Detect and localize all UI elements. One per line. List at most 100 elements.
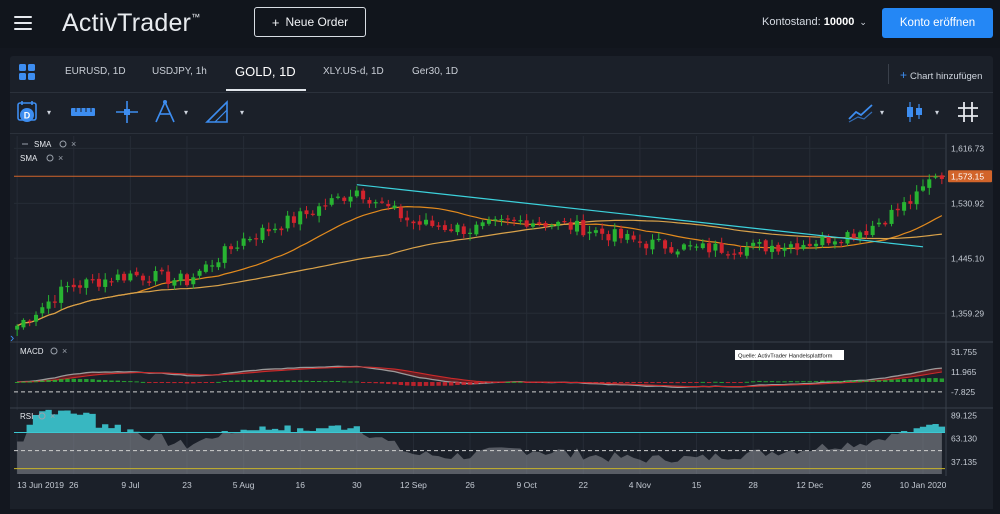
hamburger-menu-icon[interactable] xyxy=(14,16,32,30)
calendar-icon[interactable]: D xyxy=(15,99,41,125)
macd-histogram-bar xyxy=(342,381,347,383)
candle-body xyxy=(46,301,51,309)
chart-area[interactable]: 1,616.73 1,530.92 1,445.10 1,359.29 1,573.15… xyxy=(10,134,993,509)
candle-body xyxy=(600,228,605,234)
candle-body xyxy=(411,221,416,224)
macd-histogram-bar xyxy=(914,378,919,382)
macd-histogram-bar xyxy=(763,381,768,383)
macd-histogram-bar xyxy=(864,380,869,382)
candle-body xyxy=(505,218,510,220)
candle-body xyxy=(914,191,919,205)
candle-body xyxy=(379,201,385,203)
tab-gold[interactable]: GOLD, 1D xyxy=(235,64,296,79)
macd-histogram-bar xyxy=(530,382,536,383)
layout-grid-icon[interactable] xyxy=(19,64,37,82)
macd-histogram-bar xyxy=(744,381,750,383)
candle-body xyxy=(876,222,881,225)
candle-body xyxy=(719,243,724,253)
grid-icon[interactable] xyxy=(955,99,981,125)
sma-label: SMA xyxy=(34,140,52,149)
open-account-button[interactable]: Konto eröffnen xyxy=(882,8,993,38)
candle-body xyxy=(895,208,900,211)
candle-body xyxy=(436,225,441,227)
candle-body xyxy=(342,197,347,201)
candle-body xyxy=(323,205,328,207)
candle-body xyxy=(329,198,334,205)
macd-histogram-bar xyxy=(58,379,64,382)
settings-gear-icon xyxy=(59,140,67,148)
macd-histogram-bar xyxy=(725,382,731,383)
macd-tick-label: -7.825 xyxy=(951,387,975,397)
candle-body xyxy=(587,231,592,234)
candle-body xyxy=(707,243,712,253)
candle-body xyxy=(530,223,535,227)
candle-body xyxy=(474,224,479,235)
x-tick-label: 23 xyxy=(182,480,192,490)
macd-histogram-bar xyxy=(379,382,385,384)
candle-body xyxy=(814,243,819,247)
gold-candlestick-chart[interactable]: 1,616.73 1,530.92 1,445.10 1,359.29 1,573.15… xyxy=(10,134,993,509)
candle-body xyxy=(700,243,705,249)
macd-histogram-bar xyxy=(524,382,529,383)
crosshair-icon[interactable] xyxy=(114,99,140,125)
candle-body xyxy=(298,211,303,225)
candle-body xyxy=(694,246,699,248)
tab-usdjpy[interactable]: USDJPY, 1h xyxy=(152,66,207,77)
new-order-button[interactable]: + Neue Order xyxy=(254,7,366,37)
add-chart-button[interactable]: + Chart hinzufügen xyxy=(900,68,983,82)
candle-body xyxy=(801,244,806,249)
macd-histogram-bar xyxy=(348,381,353,383)
rsi-pane xyxy=(14,409,946,474)
close-icon: × xyxy=(71,139,76,149)
tab-xly[interactable]: XLY.US-d, 1D xyxy=(323,66,384,77)
macd-histogram-bar xyxy=(398,382,404,386)
candle-body xyxy=(732,253,737,255)
chevron-down-icon[interactable]: ▾ xyxy=(880,108,885,117)
macd-histogram-bar xyxy=(700,381,706,383)
chevron-down-icon[interactable]: ▾ xyxy=(47,108,52,117)
macd-histogram-bar xyxy=(115,380,120,382)
candle-body xyxy=(858,232,863,239)
x-tick-label: 4 Nov xyxy=(629,480,652,490)
pitchfork-icon[interactable] xyxy=(152,99,178,125)
macd-histogram-bar xyxy=(46,380,51,382)
tab-eurusd[interactable]: EURUSD, 1D xyxy=(65,66,126,77)
candle-icon[interactable] xyxy=(903,99,925,125)
candle-body xyxy=(832,241,837,245)
macd-histogram-bar xyxy=(90,379,95,382)
candle-body xyxy=(562,221,567,223)
candle-body xyxy=(254,238,259,240)
macd-histogram-bar xyxy=(625,382,630,383)
candle-body xyxy=(373,202,378,204)
settings-gear-icon xyxy=(46,154,54,162)
candle-body xyxy=(84,279,89,288)
rsi-label: RSI xyxy=(20,412,33,421)
candle-body xyxy=(27,320,32,322)
triangle-ruler-icon[interactable] xyxy=(204,99,230,125)
candle-body xyxy=(556,221,561,226)
candle-body xyxy=(392,205,397,209)
macd-histogram-bar xyxy=(637,382,643,383)
candle-body xyxy=(424,219,429,225)
x-tick-label: 22 xyxy=(579,480,589,490)
candle-body xyxy=(310,213,315,215)
line-chart-icon[interactable] xyxy=(846,99,876,125)
x-tick-label: 28 xyxy=(748,480,758,490)
candle-body xyxy=(788,244,793,248)
x-tick-label: 15 xyxy=(692,480,702,490)
candle-body xyxy=(606,234,611,241)
macd-histogram-bar xyxy=(392,382,397,385)
measure-icon[interactable] xyxy=(68,99,98,125)
macd-histogram-bar xyxy=(568,382,573,383)
chevron-down-icon[interactable]: ▾ xyxy=(935,108,940,117)
chevron-down-icon[interactable]: ▾ xyxy=(240,108,245,117)
macd-histogram-bar xyxy=(417,382,422,387)
chevron-right-icon[interactable]: › xyxy=(10,330,15,345)
candle-body xyxy=(493,219,498,221)
candle-body xyxy=(210,265,215,267)
chevron-down-icon[interactable]: ▾ xyxy=(184,108,189,117)
account-balance[interactable]: Kontostand: 10000 ⌄ xyxy=(762,16,867,28)
tab-ger30[interactable]: Ger30, 1D xyxy=(412,66,459,77)
macd-histogram-bar xyxy=(84,379,89,382)
candle-body xyxy=(713,243,718,251)
